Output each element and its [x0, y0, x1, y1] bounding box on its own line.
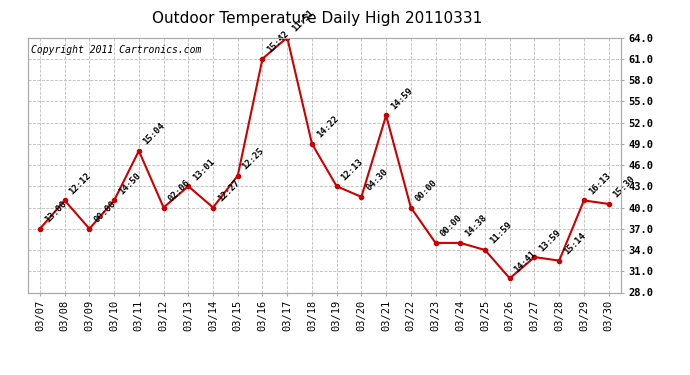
Text: Copyright 2011 Cartronics.com: Copyright 2011 Cartronics.com: [30, 45, 201, 55]
Text: 14:38: 14:38: [463, 213, 489, 239]
Text: 00:00: 00:00: [413, 178, 439, 203]
Text: 15:04: 15:04: [141, 121, 167, 147]
Text: 12:12: 12:12: [68, 171, 93, 196]
Text: 00:00: 00:00: [92, 199, 117, 225]
Text: 13:59: 13:59: [538, 228, 562, 253]
Text: 14:22: 14:22: [315, 114, 340, 140]
Text: 15:30: 15:30: [611, 174, 637, 200]
Text: 12:25: 12:25: [241, 146, 266, 171]
Text: Outdoor Temperature Daily High 20110331: Outdoor Temperature Daily High 20110331: [152, 11, 482, 26]
Text: 15:14: 15:14: [562, 231, 587, 256]
Text: 14:50: 14:50: [117, 171, 142, 196]
Text: 00:00: 00:00: [438, 213, 464, 239]
Text: 13:01: 13:01: [191, 157, 217, 182]
Text: 16:13: 16:13: [586, 171, 612, 196]
Text: 11:51: 11:51: [290, 8, 315, 33]
Text: 12:13: 12:13: [339, 157, 365, 182]
Text: 02:06: 02:06: [166, 178, 192, 203]
Text: 11:59: 11:59: [488, 220, 513, 246]
Text: 12:27: 12:27: [216, 178, 241, 203]
Text: 14:59: 14:59: [389, 86, 414, 111]
Text: 15:42: 15:42: [265, 29, 290, 55]
Text: 04:30: 04:30: [364, 167, 390, 193]
Text: 14:41: 14:41: [513, 249, 538, 274]
Text: 13:00: 13:00: [43, 199, 68, 225]
